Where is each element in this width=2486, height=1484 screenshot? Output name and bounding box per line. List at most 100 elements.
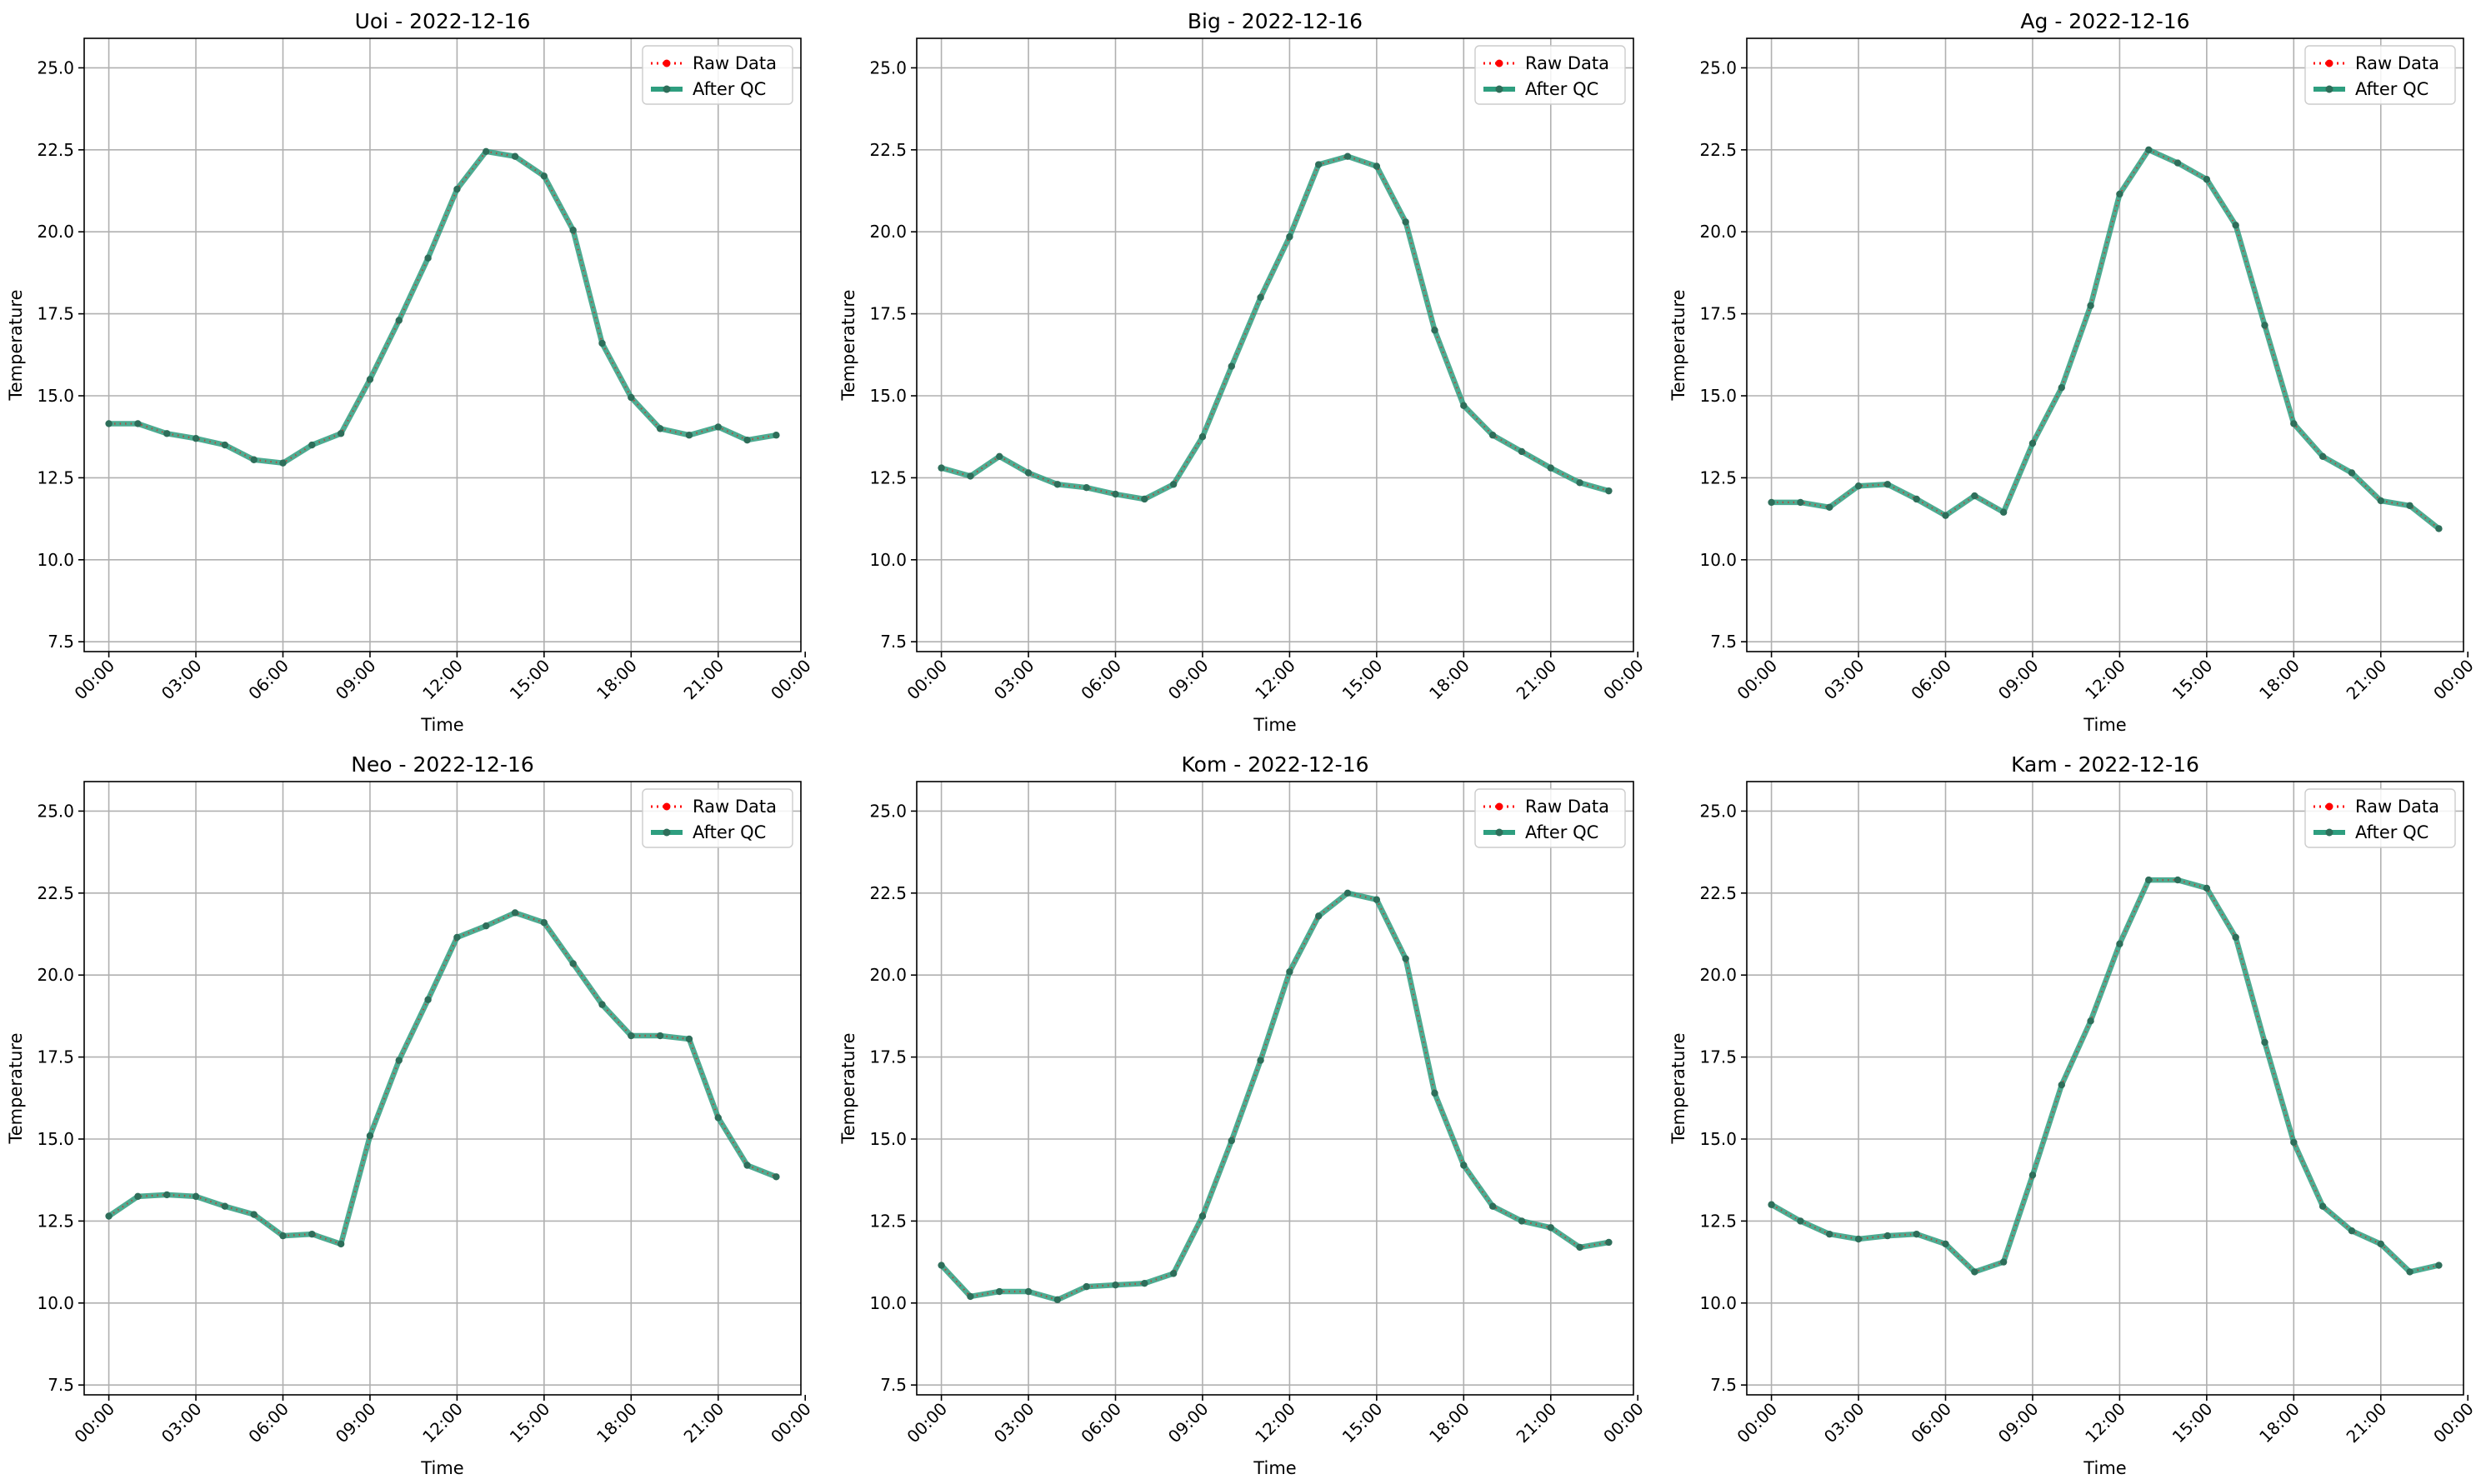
legend-marker-after-qc xyxy=(2325,85,2333,93)
data-point xyxy=(540,919,548,927)
chart-title: Uoi - 2022-12-16 xyxy=(355,9,531,33)
legend-marker-raw-data xyxy=(663,59,671,67)
subplot-4: 00:00 03:00 06:00 09:00 12:00 15:00 18:00 21:00… xyxy=(6,752,815,1478)
data-point xyxy=(2406,502,2413,510)
x-tick-label: 15:00 xyxy=(506,656,554,704)
x-tick-label: 06:00 xyxy=(244,656,293,704)
x-tick-label: 21:00 xyxy=(1513,656,1561,704)
y-tick-label: 15.0 xyxy=(869,386,907,406)
x-tick-label: 00:00 xyxy=(2429,656,2478,704)
data-point xyxy=(192,434,200,442)
data-point xyxy=(1373,162,1381,170)
x-tick-label: 18:00 xyxy=(1425,656,1473,704)
data-point xyxy=(1883,1232,1892,1240)
x-tick-label: 09:00 xyxy=(1994,656,2043,704)
data-point xyxy=(773,1173,780,1181)
data-point xyxy=(1768,498,1775,507)
series-line-after-qc xyxy=(938,153,1612,502)
x-tick-label: 06:00 xyxy=(1907,1399,1955,1447)
axes-frame xyxy=(1746,37,2464,652)
y-tick-label: 10.0 xyxy=(37,1293,74,1313)
x-tick-label: 15:00 xyxy=(1338,656,1387,704)
data-point xyxy=(2348,469,2356,477)
data-point xyxy=(2087,302,2094,309)
data-point xyxy=(1576,479,1583,487)
data-point xyxy=(2318,452,2327,461)
x-tick-label: 15:00 xyxy=(2168,1399,2217,1447)
data-point xyxy=(511,152,519,160)
data-point xyxy=(1913,495,1920,503)
chart-title: Neo - 2022-12-16 xyxy=(351,752,534,777)
data-point xyxy=(250,456,258,463)
data-point xyxy=(1198,433,1207,441)
series-line-raw-data xyxy=(108,150,777,464)
axes-frame xyxy=(83,781,802,1396)
data-point xyxy=(105,420,113,427)
y-tick-label: 17.5 xyxy=(37,1047,74,1067)
x-tick-label: 00:00 xyxy=(903,656,951,704)
axes-frame xyxy=(83,37,802,652)
chart-title: Big - 2022-12-16 xyxy=(1188,9,1363,33)
data-point xyxy=(743,1162,751,1169)
x-tick-label: 12:00 xyxy=(2081,656,2129,704)
y-tick-label: 22.5 xyxy=(37,140,74,160)
x-tick-label: 18:00 xyxy=(593,1399,641,1447)
x-tick-label: 09:00 xyxy=(1994,1399,2043,1447)
data-point xyxy=(2232,222,2239,229)
y-tick-label: 7.5 xyxy=(48,1375,74,1395)
y-tick-label: 20.0 xyxy=(37,965,74,985)
y-tick-label: 10.0 xyxy=(869,1293,907,1313)
data-point xyxy=(1547,464,1554,472)
data-point xyxy=(192,1192,200,1201)
y-tick-label: 15.0 xyxy=(1699,1129,1737,1149)
y-tick-label: 12.5 xyxy=(1699,467,1737,487)
data-point xyxy=(2290,420,2298,427)
y-axis-label: Temperature xyxy=(838,289,858,401)
y-tick-label: 7.5 xyxy=(48,632,74,652)
x-tick-label: 00:00 xyxy=(767,656,815,704)
data-point xyxy=(1402,218,1409,226)
data-point xyxy=(1286,968,1293,976)
legend-label-raw-data: Raw Data xyxy=(1525,797,1609,817)
data-point xyxy=(2290,1138,2298,1147)
data-point xyxy=(483,147,490,155)
data-point xyxy=(221,1202,229,1210)
x-tick-label: 00:00 xyxy=(1599,1399,1648,1447)
legend-label-raw-data: Raw Data xyxy=(2355,797,2439,817)
legend-label-after-qc: After QC xyxy=(693,79,766,99)
data-point xyxy=(656,1032,664,1040)
data-point xyxy=(1228,362,1235,370)
x-tick-label: 06:00 xyxy=(1077,656,1125,704)
x-tick-label: 18:00 xyxy=(2255,1399,2303,1447)
data-point xyxy=(395,317,403,324)
x-tick-label: 21:00 xyxy=(2343,656,2391,704)
data-point xyxy=(1373,896,1381,903)
data-point xyxy=(2377,1240,2384,1248)
axes-frame xyxy=(916,781,1634,1396)
y-tick-label: 15.0 xyxy=(869,1129,907,1149)
data-point xyxy=(1198,1212,1207,1220)
data-point xyxy=(163,1191,171,1199)
data-point xyxy=(938,1262,945,1269)
data-point xyxy=(279,1232,287,1240)
x-tick-label: 12:00 xyxy=(2081,1399,2129,1447)
data-point xyxy=(1315,161,1323,168)
y-axis-label: Temperature xyxy=(1668,289,1688,401)
x-tick-label: 21:00 xyxy=(680,1399,728,1447)
subplot-3: 00:00 03:00 06:00 09:00 12:00 15:00 18:00 21:00… xyxy=(1668,9,2478,735)
y-tick-label: 25.0 xyxy=(1699,801,1737,821)
legend: Raw Data After QC xyxy=(2304,788,2456,848)
y-tick-label: 12.5 xyxy=(869,467,907,487)
data-point xyxy=(569,960,577,967)
data-point xyxy=(1169,1270,1178,1277)
x-tick-label: 15:00 xyxy=(1338,1399,1387,1447)
data-point xyxy=(424,254,432,262)
y-tick-label: 25.0 xyxy=(37,57,74,77)
x-tick-label: 03:00 xyxy=(990,1399,1038,1447)
legend-marker-after-qc xyxy=(663,85,671,93)
legend-label-after-qc: After QC xyxy=(693,822,766,842)
x-tick-label: 21:00 xyxy=(1513,1399,1561,1447)
legend-label-after-qc: After QC xyxy=(1525,822,1598,842)
y-tick-label: 20.0 xyxy=(869,965,907,985)
